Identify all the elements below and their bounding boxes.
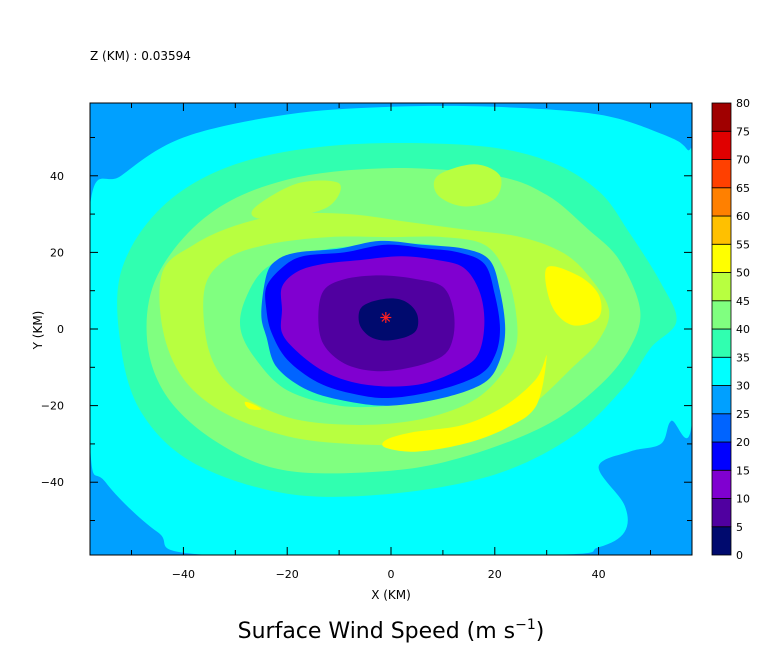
colorbar-segment: [711, 526, 732, 556]
contour-region-45: [433, 164, 502, 207]
colorbar-label: 65: [736, 182, 750, 195]
colorbar-label: 70: [736, 154, 750, 167]
x-tick-label: −40: [172, 568, 195, 581]
colorbar-label: 30: [736, 380, 750, 393]
colorbar-label: 10: [736, 493, 750, 506]
colorbar: 0 5 10 15 20 25 30 35 40 45 50 55 60 65 70 75 80: [711, 97, 750, 562]
colorbar-segment: [711, 441, 732, 471]
colorbar-label: 60: [736, 210, 750, 223]
colorbar-label: 15: [736, 464, 750, 477]
colorbar-segment: [711, 272, 732, 302]
title-close: ): [536, 619, 545, 644]
contour-region-45: [251, 180, 341, 220]
colorbar-label: 55: [736, 238, 750, 251]
colorbar-label: 0: [736, 549, 743, 562]
title-main: Surface Wind Speed (m s: [238, 619, 516, 644]
x-axis-label: X (KM): [371, 588, 411, 602]
y-tick-label: 40: [50, 170, 64, 183]
colorbar-segment: [711, 469, 732, 499]
x-tick-label: 0: [388, 568, 395, 581]
colorbar-label: 35: [736, 351, 750, 364]
y-axis-label: Y (KM): [31, 311, 45, 351]
colorbar-label: 25: [736, 408, 750, 421]
colorbar-label: 75: [736, 125, 750, 138]
x-tick-label: 20: [488, 568, 502, 581]
contour-region-50: [382, 355, 547, 452]
colorbar-segment: [711, 187, 732, 217]
colorbar-segment: [711, 498, 732, 528]
axes: −40 −20 0 20 40 40 20 0 −20 −40: [41, 103, 692, 581]
colorbar-label: 50: [736, 267, 750, 280]
contour-region-50: [545, 266, 602, 326]
chart-title: Surface Wind Speed (m s−1): [238, 617, 545, 644]
colorbar-segment: [711, 243, 732, 273]
colorbar-segment: [711, 130, 732, 160]
x-tick-label: −20: [276, 568, 299, 581]
colorbar-segment: [711, 300, 732, 330]
x-tick-label: 40: [592, 568, 606, 581]
colorbar-label: 20: [736, 436, 750, 449]
y-tick-label: 0: [57, 323, 64, 336]
y-tick-label: 20: [50, 246, 64, 259]
colorbar-segment: [711, 328, 732, 358]
title-exponent: −1: [515, 617, 536, 633]
colorbar-segment: [711, 102, 732, 132]
colorbar-segment: [711, 385, 732, 415]
colorbar-segment: [711, 356, 732, 386]
y-tick-label: −40: [41, 476, 64, 489]
colorbar-segment: [711, 159, 732, 189]
y-tick-label: −20: [41, 400, 64, 413]
contour-region-50: [244, 401, 262, 410]
storm-center-marker: [380, 312, 392, 324]
colorbar-segment: [711, 215, 732, 245]
colorbar-label: 5: [736, 521, 743, 534]
height-header: Z (KM) : 0.03594: [90, 49, 191, 63]
colorbar-label: 80: [736, 97, 750, 110]
colorbar-label: 45: [736, 295, 750, 308]
colorbar-label: 40: [736, 323, 750, 336]
colorbar-segment: [711, 413, 732, 443]
contour-fill: [90, 103, 692, 555]
